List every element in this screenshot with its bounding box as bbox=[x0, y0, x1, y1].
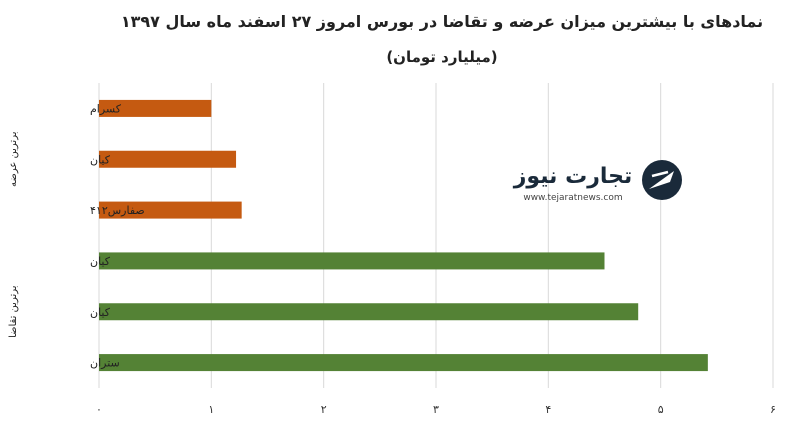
x-tick-label: ۴ bbox=[545, 403, 551, 416]
group-label: برترین عرضه bbox=[8, 131, 19, 187]
bar bbox=[99, 150, 237, 168]
watermark: تجارت نیوز www.tejaratnews.com bbox=[513, 160, 682, 203]
bar bbox=[99, 354, 708, 372]
category-label: کیان bbox=[90, 255, 111, 268]
bars-layer bbox=[99, 99, 708, 372]
category-label: صفارس۴۱۲ bbox=[90, 204, 145, 217]
x-tick-label: ۳ bbox=[433, 403, 439, 416]
category-label: کیان bbox=[90, 153, 111, 166]
x-tick-label: ۵ bbox=[658, 403, 664, 416]
x-tick-label: ۲ bbox=[321, 403, 327, 416]
bar bbox=[99, 99, 212, 117]
x-tick-label: ۶ bbox=[770, 403, 776, 416]
grid-lines bbox=[98, 83, 774, 388]
category-label: ستران bbox=[90, 357, 120, 370]
category-label: کیان bbox=[90, 306, 111, 319]
chart-title: نمادهای با بیشترین میزان عرضه و تقاضا در… bbox=[121, 12, 763, 31]
x-tick-label: ۱ bbox=[208, 403, 214, 416]
bar bbox=[99, 303, 639, 321]
bar bbox=[99, 201, 242, 219]
bar bbox=[99, 252, 605, 270]
group-label: برترین تقاضا bbox=[8, 285, 19, 338]
x-tick-labels: ۰ ۱ ۲ ۳ ۴ ۵ ۶ bbox=[96, 403, 776, 416]
x-tick-label: ۰ bbox=[96, 403, 102, 416]
tejarat-news-logo-icon bbox=[642, 160, 682, 200]
group-labels: برترین عرضه برترین تقاضا bbox=[8, 131, 19, 338]
chart-subtitle: (میلیارد تومان) bbox=[386, 48, 497, 66]
category-label: کسرام bbox=[90, 102, 122, 115]
category-labels: کسرام کیان صفارس۴۱۲ کیان کیان ستران bbox=[90, 102, 145, 369]
watermark-brand: تجارت نیوز bbox=[513, 164, 633, 189]
watermark-url: www.tejaratnews.com bbox=[523, 193, 622, 203]
